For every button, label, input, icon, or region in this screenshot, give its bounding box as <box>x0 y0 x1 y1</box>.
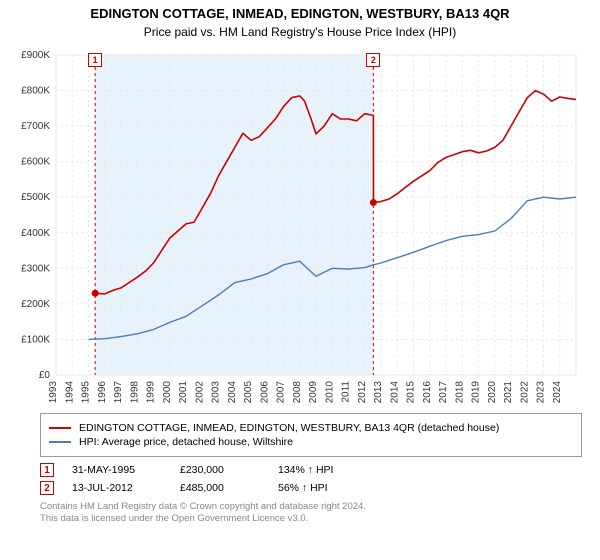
svg-text:1998: 1998 <box>129 381 140 404</box>
sale-hpi-2: 56% ↑ HPI <box>278 482 358 494</box>
sale-date-2: 13-JUL-2012 <box>72 482 162 494</box>
svg-text:2009: 2009 <box>308 381 319 404</box>
footer: Contains HM Land Registry data © Crown c… <box>40 501 582 526</box>
line-chart: £0 £100K £200K £300K £400K £500K £600K £700K £80… <box>8 45 590 405</box>
svg-text:2024: 2024 <box>552 381 563 404</box>
svg-text:2017: 2017 <box>438 381 449 404</box>
legend-item-hpi: HPI: Average price, detached house, Wilt… <box>49 436 573 448</box>
svg-text:£0: £0 <box>39 370 51 381</box>
legend-label-hpi: HPI: Average price, detached house, Wilt… <box>79 436 293 448</box>
sale-price-1: £230,000 <box>180 464 260 476</box>
sale-row-1: 1 31-MAY-1995 £230,000 134% ↑ HPI <box>40 463 582 477</box>
svg-text:£800K: £800K <box>21 86 50 97</box>
svg-text:2000: 2000 <box>162 381 173 404</box>
root: EDINGTON COTTAGE, INMEAD, EDINGTON, WEST… <box>0 6 600 526</box>
sale-marker-1: 1 <box>40 463 54 477</box>
svg-text:2001: 2001 <box>178 381 189 404</box>
svg-text:£400K: £400K <box>21 228 50 239</box>
sales-table: 1 31-MAY-1995 £230,000 134% ↑ HPI 2 13-J… <box>40 463 582 495</box>
svg-text:1995: 1995 <box>81 381 92 404</box>
footer-line-2: This data is licensed under the Open Gov… <box>40 513 582 525</box>
chart-marker-1: 1 <box>88 53 102 67</box>
legend: EDINGTON COTTAGE, INMEAD, EDINGTON, WEST… <box>40 413 582 457</box>
footer-line-1: Contains HM Land Registry data © Crown c… <box>40 501 582 513</box>
svg-text:2015: 2015 <box>406 381 417 404</box>
svg-text:2008: 2008 <box>292 381 303 404</box>
svg-text:1993: 1993 <box>48 381 59 404</box>
svg-text:2005: 2005 <box>243 381 254 404</box>
svg-text:2021: 2021 <box>503 381 514 404</box>
sale-price-2: £485,000 <box>180 482 260 494</box>
svg-text:£700K: £700K <box>21 121 50 132</box>
svg-text:1994: 1994 <box>64 381 75 404</box>
svg-text:2019: 2019 <box>471 381 482 404</box>
chart-title: EDINGTON COTTAGE, INMEAD, EDINGTON, WEST… <box>0 6 600 21</box>
chart-subtitle: Price paid vs. HM Land Registry's House … <box>0 25 600 39</box>
sale-date-1: 31-MAY-1995 <box>72 464 162 476</box>
sale-row-2: 2 13-JUL-2012 £485,000 56% ↑ HPI <box>40 481 582 495</box>
svg-text:2014: 2014 <box>389 381 400 404</box>
svg-text:2006: 2006 <box>259 381 270 404</box>
svg-text:2013: 2013 <box>373 381 384 404</box>
svg-text:2020: 2020 <box>487 381 498 404</box>
legend-label-property: EDINGTON COTTAGE, INMEAD, EDINGTON, WEST… <box>79 422 499 434</box>
svg-text:1997: 1997 <box>113 381 124 404</box>
sale-hpi-1: 134% ↑ HPI <box>278 464 358 476</box>
legend-swatch-property <box>49 427 71 429</box>
svg-text:2007: 2007 <box>276 381 287 404</box>
svg-text:£200K: £200K <box>21 299 50 310</box>
svg-text:£300K: £300K <box>21 263 50 274</box>
svg-text:1999: 1999 <box>146 381 157 404</box>
svg-text:2002: 2002 <box>194 381 205 404</box>
svg-text:£900K: £900K <box>21 50 50 61</box>
svg-text:2011: 2011 <box>341 381 352 403</box>
svg-text:2003: 2003 <box>211 381 222 404</box>
svg-text:2010: 2010 <box>324 381 335 404</box>
legend-swatch-hpi <box>49 441 71 443</box>
svg-text:2016: 2016 <box>422 381 433 404</box>
svg-text:2023: 2023 <box>536 381 547 404</box>
svg-text:2022: 2022 <box>519 381 530 404</box>
svg-text:£500K: £500K <box>21 192 50 203</box>
svg-text:2012: 2012 <box>357 381 368 404</box>
sale-marker-2: 2 <box>40 481 54 495</box>
chart-area: £0 £100K £200K £300K £400K £500K £600K £700K £80… <box>8 45 590 405</box>
svg-text:£600K: £600K <box>21 157 50 168</box>
legend-item-property: EDINGTON COTTAGE, INMEAD, EDINGTON, WEST… <box>49 422 573 434</box>
svg-text:£100K: £100K <box>21 334 50 345</box>
svg-text:2004: 2004 <box>227 381 238 404</box>
chart-marker-2: 2 <box>366 53 380 67</box>
svg-text:2018: 2018 <box>454 381 465 404</box>
svg-text:1996: 1996 <box>97 381 108 404</box>
